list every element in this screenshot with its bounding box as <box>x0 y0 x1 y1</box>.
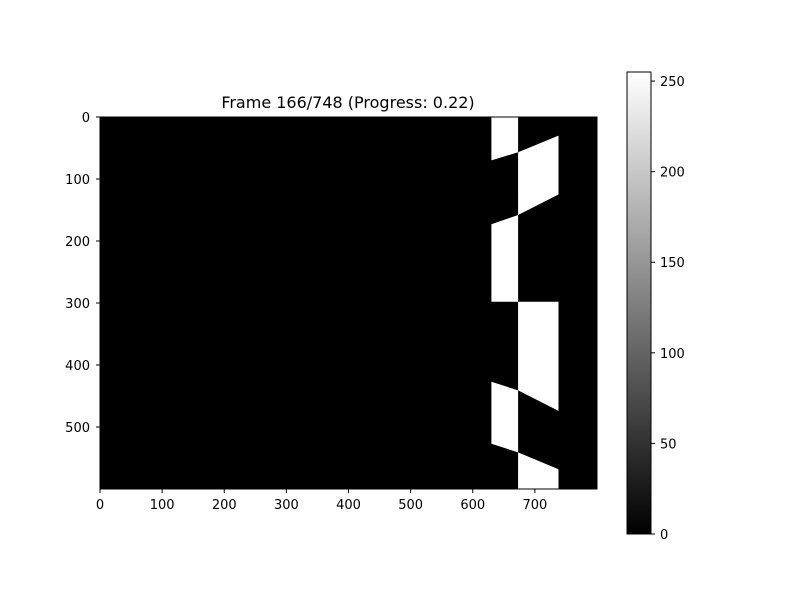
colorbar-tick-label: 50 <box>660 437 677 452</box>
colorbar-tick-label: 200 <box>660 166 685 181</box>
x-tick-label: 700 <box>522 498 547 513</box>
x-tick-label: 600 <box>460 498 485 513</box>
bright-region <box>491 117 519 161</box>
y-tick-label: 200 <box>65 235 90 250</box>
x-tick-label: 500 <box>398 498 423 513</box>
x-tick-label: 100 <box>150 498 175 513</box>
x-tick-label: 0 <box>96 498 104 513</box>
bright-region <box>518 135 559 215</box>
y-axis: 0 100 200 300 400 500 <box>65 111 100 436</box>
y-tick-label: 500 <box>65 421 90 436</box>
bright-region <box>491 215 519 302</box>
colorbar-tick-label: 250 <box>660 75 685 90</box>
x-axis: 0 100 200 300 400 500 600 700 <box>96 489 547 513</box>
colorbar-gradient <box>626 71 652 535</box>
colorbar-tick-label: 100 <box>660 347 685 362</box>
plot-area <box>99 116 598 490</box>
colorbar: 0 50 100 150 200 250 <box>626 71 685 543</box>
chart-title: Frame 166/748 (Progress: 0.22) <box>221 93 474 112</box>
y-tick-label: 0 <box>82 111 90 126</box>
bright-region <box>491 381 519 453</box>
colorbar-tick-label: 150 <box>660 256 685 271</box>
y-tick-label: 300 <box>65 297 90 312</box>
bright-region <box>518 301 559 411</box>
colorbar-tick-label: 0 <box>660 528 668 543</box>
y-tick-label: 400 <box>65 359 90 374</box>
x-tick-label: 200 <box>212 498 237 513</box>
bright-region <box>518 452 559 489</box>
x-tick-label: 300 <box>274 498 299 513</box>
x-tick-label: 400 <box>336 498 361 513</box>
y-tick-label: 100 <box>65 173 90 188</box>
